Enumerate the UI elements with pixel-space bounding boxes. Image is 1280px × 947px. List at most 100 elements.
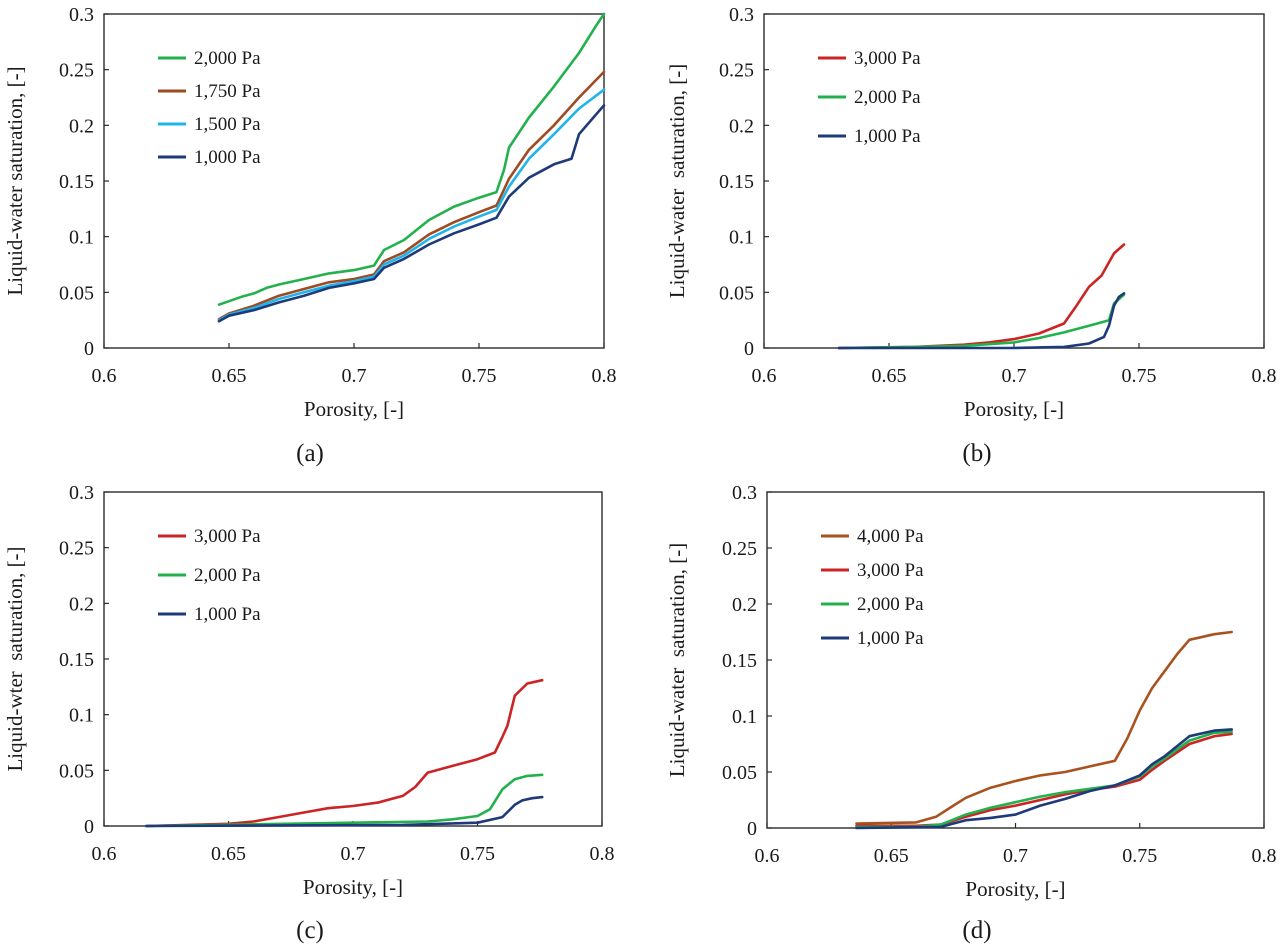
x-tick-label: 0.7 <box>341 843 366 865</box>
legend-label: 4,000 Pa <box>857 526 924 547</box>
plot-frame <box>766 491 1265 829</box>
x-tick-label: 0.75 <box>1122 365 1157 387</box>
series-line-1000-pa <box>217 104 606 323</box>
y-tick-label: 0.05 <box>719 282 754 304</box>
x-tick-label: 0.75 <box>1122 845 1157 867</box>
y-tick-label: 0.3 <box>69 482 94 504</box>
panel-label: (d) <box>962 917 991 944</box>
legend-label: 1,000 Pa <box>194 147 261 168</box>
y-axis-title: Liquid-water saturation, [-] <box>665 64 689 298</box>
x-axis-title: Porosity, [-] <box>303 875 403 899</box>
y-axis-title: Liquid-water saturation, [-] <box>665 543 689 777</box>
x-tick-label: 0.6 <box>92 843 117 865</box>
x-axis-title: Porosity, [-] <box>965 877 1065 901</box>
y-tick-label: 0.15 <box>722 650 757 672</box>
chart-panel-d: 0 0.05 0.1 0.15 0.2 0.25 0.3 0.6 0.65 0.7 0.75 0.8 P… <box>665 482 1277 944</box>
panel-label: (b) <box>962 440 991 467</box>
y-tick-label: 0.15 <box>59 649 94 671</box>
legend-entry: 3,000 Pa <box>818 48 921 69</box>
legend-entry: 1,500 Pa <box>158 114 261 135</box>
y-tick-label: 0 <box>84 338 94 360</box>
legend-label: 1,000 Pa <box>854 126 921 147</box>
y-tick-label: 0.2 <box>732 594 757 616</box>
series-line-2000-pa <box>855 730 1233 829</box>
legend-label: 1,750 Pa <box>194 81 261 102</box>
legend-label: 3,000 Pa <box>854 48 921 69</box>
y-tick-label: 0.15 <box>59 171 94 193</box>
y-tick-label: 0 <box>84 816 94 838</box>
series-line-1000-pa <box>837 292 1126 350</box>
legend-entry: 1,000 Pa <box>821 628 924 649</box>
series-line-4000-pa <box>855 630 1233 825</box>
legend-entry: 1,000 Pa <box>158 604 261 625</box>
y-tick-label: 0.2 <box>69 115 94 137</box>
panel-label: (a) <box>296 440 324 467</box>
legend-entry: 1,000 Pa <box>158 147 261 168</box>
y-tick-label: 0.05 <box>722 762 757 784</box>
panel-label: (c) <box>296 917 324 944</box>
x-tick-label: 0.6 <box>92 365 117 387</box>
legend-label: 2,000 Pa <box>857 594 924 615</box>
x-tick-label: 0.6 <box>755 845 780 867</box>
x-tick-label: 0.65 <box>211 843 246 865</box>
y-tick-label: 0.1 <box>69 227 94 249</box>
legend-label: 2,000 Pa <box>854 87 921 108</box>
legend-label: 1,000 Pa <box>194 604 261 625</box>
y-tick-label: 0.1 <box>69 705 94 727</box>
x-tick-label: 0.65 <box>872 365 907 387</box>
series-line-3000-pa <box>837 243 1126 350</box>
y-tick-label: 0.1 <box>732 706 757 728</box>
series-line-1000-pa <box>145 795 544 828</box>
series-line-2000-pa <box>837 293 1126 350</box>
y-axis-title: Liquid-wter saturation, [-] <box>3 546 27 771</box>
legend-label: 3,000 Pa <box>194 526 261 547</box>
y-tick-label: 0.25 <box>722 538 757 560</box>
legend-label: 2,000 Pa <box>194 565 261 586</box>
plot-frame <box>763 13 1265 349</box>
y-tick-label: 0.25 <box>59 60 94 82</box>
x-tick-label: 0.75 <box>460 843 495 865</box>
legend-entry: 1,750 Pa <box>158 81 261 102</box>
x-tick-label: 0.7 <box>1002 365 1027 387</box>
y-tick-label: 0.3 <box>69 4 94 26</box>
y-axis-title: Liquid-water saturation, [-] <box>3 66 27 295</box>
x-tick-label: 0.7 <box>342 365 367 387</box>
y-tick-label: 0.3 <box>729 4 754 26</box>
legend-entry: 2,000 Pa <box>818 87 921 108</box>
y-tick-label: 0.2 <box>729 115 754 137</box>
chart-panel-c: 0 0.05 0.1 0.15 0.2 0.25 0.3 0.6 0.65 0.7 0.75 0.8 P… <box>3 482 615 944</box>
y-tick-label: 0.1 <box>729 227 754 249</box>
chart-panel-a: 0 0.05 0.1 0.15 0.2 0.25 0.3 0.6 0.65 0.7 0.75 0.8 P… <box>3 4 617 467</box>
x-tick-label: 0.7 <box>1003 845 1028 867</box>
series-line-1000-pa <box>855 728 1233 830</box>
x-tick-label: 0.65 <box>212 365 247 387</box>
legend-entry: 3,000 Pa <box>821 560 924 581</box>
legend-entry: 2,000 Pa <box>158 48 261 69</box>
y-tick-label: 0.3 <box>732 482 757 504</box>
legend-label: 3,000 Pa <box>857 560 924 581</box>
series-line-2000-pa <box>145 773 544 828</box>
chart-panel-b: 0 0.05 0.1 0.15 0.2 0.25 0.3 0.6 0.65 0.7 0.75 0.8 P… <box>665 4 1277 467</box>
y-tick-label: 0.15 <box>719 171 754 193</box>
series-line-2000-pa <box>217 12 606 306</box>
y-tick-label: 0.25 <box>59 538 94 560</box>
x-tick-label: 0.8 <box>1252 845 1277 867</box>
legend-entry: 1,000 Pa <box>818 126 921 147</box>
legend-label: 2,000 Pa <box>194 48 261 69</box>
legend-entry: 4,000 Pa <box>821 526 924 547</box>
x-axis-title: Porosity, [-] <box>964 397 1064 421</box>
x-axis-title: Porosity, [-] <box>304 397 404 421</box>
x-tick-label: 0.75 <box>462 365 497 387</box>
series-line-1750-pa <box>217 70 606 321</box>
series-line-3000-pa <box>145 678 544 828</box>
series-line-1500-pa <box>217 88 606 322</box>
y-tick-label: 0.25 <box>719 60 754 82</box>
x-tick-label: 0.65 <box>874 845 909 867</box>
legend-entry: 2,000 Pa <box>158 565 261 586</box>
y-tick-label: 0 <box>744 338 754 360</box>
y-tick-label: 0.05 <box>59 282 94 304</box>
legend-label: 1,500 Pa <box>194 114 261 135</box>
legend-entry: 3,000 Pa <box>158 526 261 547</box>
plot-frame <box>103 13 605 349</box>
